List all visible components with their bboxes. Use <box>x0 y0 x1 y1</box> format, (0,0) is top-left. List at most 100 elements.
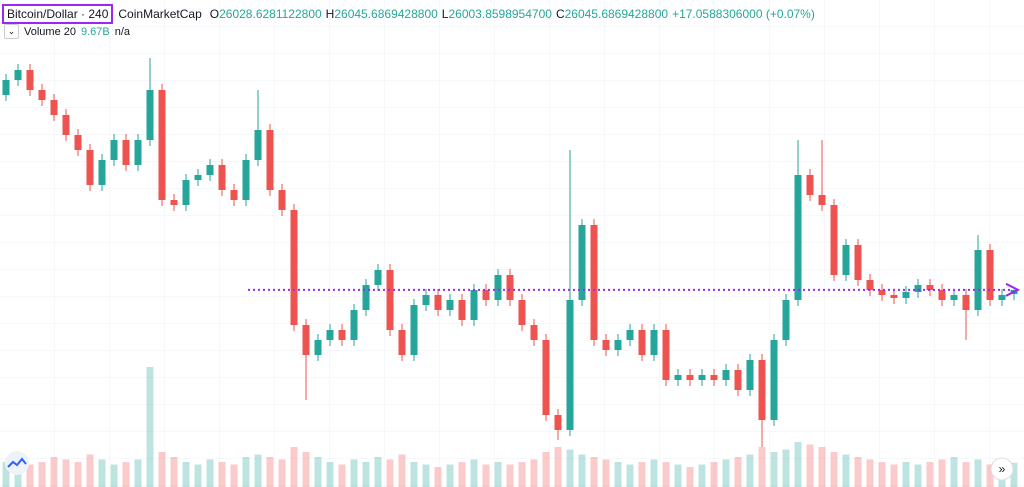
candle-body <box>638 330 646 355</box>
price-line-arrow <box>1005 282 1021 297</box>
candle-body <box>362 285 370 310</box>
candle-body <box>950 295 958 300</box>
volume-bar <box>266 457 274 487</box>
candle-body <box>374 270 382 285</box>
scroll-button[interactable]: » <box>990 457 1014 481</box>
candle-body <box>842 245 850 275</box>
candle-body <box>170 200 178 205</box>
volume-bar <box>350 459 358 487</box>
candle-body <box>830 205 838 275</box>
volume-bar <box>182 462 190 487</box>
volume-bar <box>398 454 406 487</box>
candle-body <box>650 330 658 355</box>
candle-body <box>902 292 910 298</box>
volume-bar <box>206 459 214 487</box>
candle-body <box>926 285 934 290</box>
candle-body <box>746 360 754 390</box>
candle-body <box>74 135 82 150</box>
volume-value: 9.67B <box>80 25 110 38</box>
candle-body <box>770 340 778 420</box>
volume-bar <box>410 462 418 487</box>
volume-bar <box>758 447 766 487</box>
candle-body <box>626 330 634 340</box>
volume-bar <box>446 464 454 487</box>
candle-body <box>98 160 106 185</box>
candle-body <box>710 375 718 380</box>
volume-bar <box>482 464 490 487</box>
candle-body <box>866 280 874 290</box>
candle-body <box>938 290 946 300</box>
candle-body <box>530 325 538 340</box>
candle-body <box>146 90 154 140</box>
collapse-button[interactable]: ⌄ <box>4 24 19 39</box>
volume-bar <box>74 462 82 487</box>
candle-body <box>734 370 742 390</box>
candle-body <box>350 310 358 340</box>
volume-ma: n/a <box>114 25 131 38</box>
candle-body <box>878 290 886 295</box>
candle-body <box>806 175 814 195</box>
volume-bar <box>134 459 142 487</box>
change: +17.0588306000 (+0.07%) <box>672 7 815 21</box>
candle-body <box>974 250 982 310</box>
candle-body <box>290 210 298 325</box>
symbol-legend: Bitcoin/Dollar · 240 CoinMarketCap O 2602… <box>2 4 815 24</box>
volume-bar <box>230 464 238 487</box>
ohlc-label: C <box>555 7 565 21</box>
candle-body <box>338 330 346 340</box>
volume-bar <box>578 454 586 487</box>
candle-body <box>410 305 418 355</box>
volume-bar <box>818 447 826 487</box>
volume-bar <box>422 464 430 487</box>
volume-bar <box>962 462 970 487</box>
candle-body <box>458 300 466 320</box>
volume-bar <box>806 444 814 487</box>
candle-body <box>686 375 694 380</box>
volume-bar <box>146 367 154 487</box>
volume-bar <box>974 459 982 487</box>
candle-body <box>326 330 334 340</box>
candle-body <box>158 90 166 200</box>
volume-bar <box>770 452 778 487</box>
volume-bar <box>626 464 634 487</box>
volume-bar <box>326 462 334 487</box>
candle-body <box>302 325 310 355</box>
logo <box>5 451 29 475</box>
ohlc-label: O <box>209 7 220 21</box>
volume-bar <box>854 457 862 487</box>
volume-bar <box>26 464 34 487</box>
volume-bar <box>170 457 178 487</box>
candle-body <box>26 70 34 90</box>
volume-bar <box>842 454 850 487</box>
volume-bar <box>506 464 514 487</box>
volume-bar <box>194 464 202 487</box>
volume-bar <box>470 459 478 487</box>
symbol[interactable]: Bitcoin/Dollar · 240 <box>2 4 114 24</box>
volume-bar <box>62 459 70 487</box>
volume-bar <box>722 459 730 487</box>
volume-bar <box>434 467 442 487</box>
candle-body <box>194 175 202 180</box>
volume-bar <box>518 462 526 487</box>
candle-body <box>554 415 562 430</box>
candle-body <box>794 175 802 300</box>
candle-body <box>218 165 226 190</box>
volume-bar <box>1010 462 1018 487</box>
candle-body <box>254 130 262 160</box>
candle-body <box>38 90 46 100</box>
candle-body <box>542 340 550 415</box>
candle-body <box>482 290 490 300</box>
candle-body <box>578 225 586 300</box>
candle-body <box>602 340 610 350</box>
candle-body <box>398 330 406 355</box>
volume-bar <box>698 464 706 487</box>
candle-body <box>110 140 118 160</box>
volume-bar <box>734 457 742 487</box>
volume-bar <box>374 457 382 487</box>
volume-bar <box>638 462 646 487</box>
candle-body <box>470 290 478 320</box>
volume-bar <box>866 459 874 487</box>
volume-bar <box>662 462 670 487</box>
candle-body <box>986 250 994 300</box>
